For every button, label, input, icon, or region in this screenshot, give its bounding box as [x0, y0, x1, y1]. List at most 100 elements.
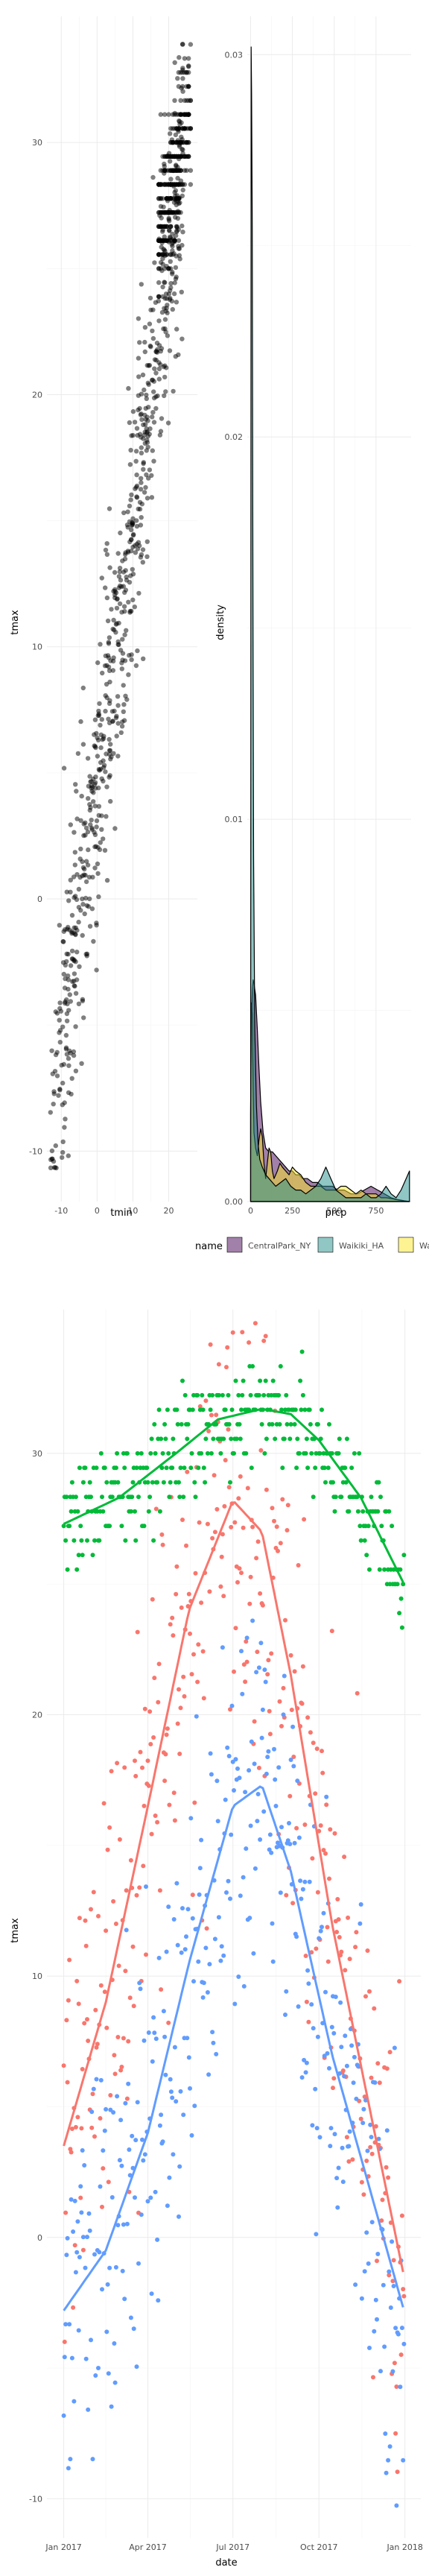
scatter-point-CentralPark_NY [299, 1701, 305, 1706]
scatter-point-CentralPark_NY [95, 2042, 100, 2047]
scatter-point-Waterhole_WA [151, 2015, 156, 2020]
scatter-point [72, 850, 78, 855]
scatter-point-Waterhole_WA [98, 2077, 104, 2083]
scatter-point [81, 833, 86, 839]
scatter-point-Waterhole_WA [251, 1951, 256, 1956]
scatter-point-Waterhole_WA [79, 2210, 84, 2215]
scatter-point [95, 861, 101, 867]
scatter-point-CentralPark_NY [284, 1892, 289, 1898]
scatter-point-Waterhole_WA [254, 1670, 259, 1675]
scatter-point [162, 209, 168, 215]
scatter-point-Waikiki_HA [367, 1567, 372, 1572]
scatter-point-Waterhole_WA [272, 1746, 276, 1752]
scatter-point-Waterhole_WA [398, 2384, 403, 2390]
scatter-point-Waikiki_HA [226, 1421, 232, 1427]
scatter-point-CentralPark_NY [200, 1649, 206, 1654]
scatter-point [49, 1148, 55, 1154]
x-axis-title: prcp [325, 1208, 347, 1219]
scatter-point-CentralPark_NY [393, 2431, 398, 2436]
scatter-point [147, 343, 153, 349]
scatter-point [153, 394, 159, 400]
scatter-point-CentralPark_NY [302, 1517, 307, 1522]
scatter-point-CentralPark_NY [236, 1496, 241, 1501]
scatter-point-CentralPark_NY [353, 1945, 358, 1950]
scatter-point-Waterhole_WA [373, 2297, 378, 2302]
scatter-points-layer [61, 1321, 407, 2508]
scatter-point [109, 607, 114, 612]
scatter-point-Waikiki_HA [69, 1480, 74, 1485]
scatter-point [168, 126, 174, 131]
scatter-point [171, 291, 177, 297]
scatter-point-Waikiki_HA [343, 1480, 349, 1485]
scatter-point-Waikiki_HA [232, 1450, 236, 1456]
scatter-point-Waikiki_HA [360, 1509, 366, 1514]
scatter-point-Waterhole_WA [376, 2136, 381, 2141]
x-tick-label: 0 [248, 1206, 253, 1216]
scatter-point-CentralPark_NY [90, 2092, 95, 2097]
scatter-point-CentralPark_NY [188, 1631, 192, 1636]
scatter-point [129, 657, 134, 663]
scatter-point-CentralPark_NY [320, 1749, 324, 1754]
scatter-point-Waterhole_WA [237, 1775, 242, 1781]
scatter-point-CentralPark_NY [117, 1837, 122, 1842]
scatter-point-Waterhole_WA [390, 2239, 395, 2244]
scatter-point [166, 112, 171, 117]
scatter-point-Waterhole_WA [207, 1962, 212, 1967]
scatter-point [135, 648, 140, 654]
scatter-point-Waikiki_HA [336, 1450, 341, 1456]
scatter-point-Waikiki_HA [236, 1392, 241, 1398]
scatter-point-Waterhole_WA [365, 2148, 370, 2153]
scatter-point [101, 778, 106, 784]
scatter-point [73, 894, 78, 899]
scatter-point-Waikiki_HA [294, 1465, 299, 1471]
scatter-point-Waterhole_WA [137, 1980, 142, 1986]
scatter-point [104, 784, 109, 789]
scatter-point [122, 658, 128, 663]
scatter-point [139, 282, 144, 287]
scatter-point-Waterhole_WA [291, 1764, 296, 1769]
scatter-point-CentralPark_NY [308, 1730, 313, 1735]
scatter-point [66, 1063, 72, 1068]
scatter-point-Waterhole_WA [136, 2261, 141, 2266]
scatter-point [186, 56, 191, 61]
scatter-point-Waterhole_WA [109, 2195, 115, 2200]
scatter-point [67, 992, 73, 997]
scatter-point [150, 414, 155, 420]
scatter-point-Waterhole_WA [214, 1778, 220, 1784]
scatter-point [179, 336, 185, 341]
scatter-point-Waterhole_WA [214, 2051, 219, 2056]
scatter-point [98, 840, 103, 845]
scatter-point-Waterhole_WA [267, 1832, 273, 1837]
scatter-point [90, 874, 95, 880]
scatter-point-Waterhole_WA [347, 2129, 352, 2134]
scatter-point-CentralPark_NY [119, 2065, 124, 2069]
scatter-point [48, 1165, 54, 1171]
scatter-point [162, 224, 168, 230]
scatter-point [168, 285, 174, 291]
scatter-point-CentralPark_NY [235, 1579, 240, 1585]
scatter-point-Waikiki_HA [97, 1538, 102, 1543]
scatter-point-Waikiki_HA [167, 1494, 172, 1500]
scatter-point-Waikiki_HA [401, 1582, 406, 1587]
scatter-point [177, 144, 182, 149]
scatter-point-Waterhole_WA [302, 2057, 307, 2062]
scatter-point-Waterhole_WA [124, 2221, 130, 2226]
scatter-point-CentralPark_NY [303, 1954, 308, 1958]
scatter-point-CentralPark_NY [401, 2287, 406, 2292]
scatter-point-CentralPark_NY [302, 1822, 308, 1827]
scatter-point-Waikiki_HA [315, 1421, 320, 1427]
scatter-point [117, 601, 123, 607]
scatter-point-Waterhole_WA [168, 2089, 174, 2094]
scatter-point-CentralPark_NY [390, 2279, 395, 2284]
scatter-point-Waikiki_HA [323, 1480, 328, 1485]
scatter-point [92, 744, 98, 749]
scatter-point-Waterhole_WA [66, 2466, 71, 2471]
scatter-point-CentralPark_NY [182, 1693, 187, 1699]
scatter-point-CentralPark_NY [244, 1659, 250, 1664]
scatter-point-CentralPark_NY [74, 1978, 80, 1983]
scatter-point [73, 1024, 78, 1029]
scatter-point-Waikiki_HA [295, 1436, 300, 1442]
scatter-point-CentralPark_NY [220, 1532, 225, 1537]
scatter-point [127, 462, 133, 467]
scatter-point-Waterhole_WA [156, 2298, 161, 2303]
